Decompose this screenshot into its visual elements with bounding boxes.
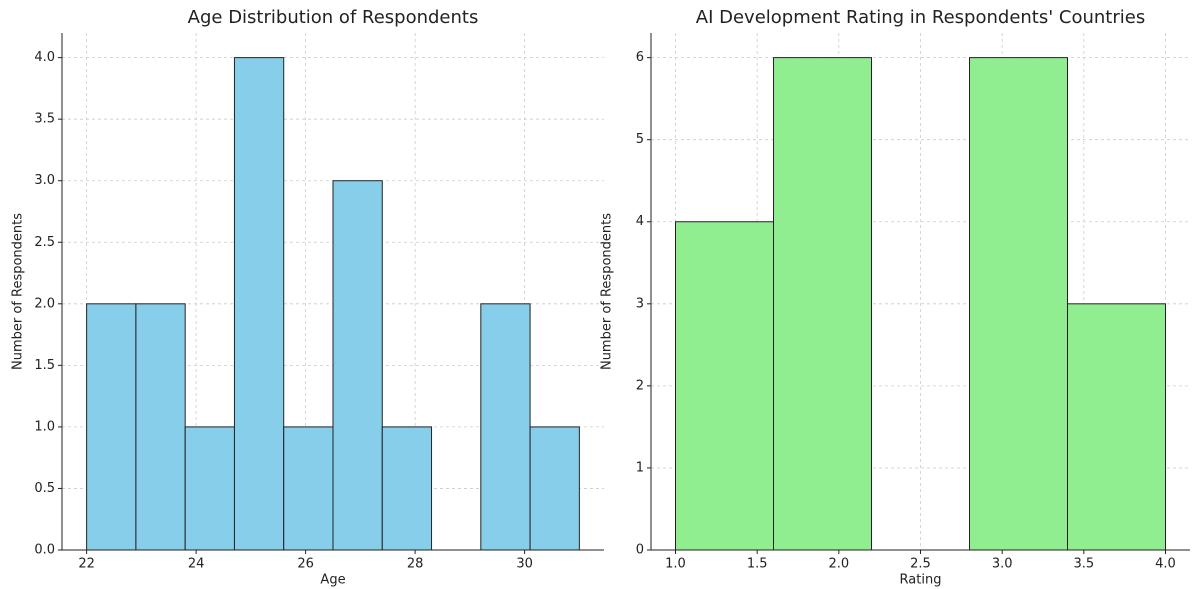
x-tick-label: 2.5 bbox=[910, 557, 931, 572]
y-tick-label: 0 bbox=[636, 543, 644, 558]
x-tick-label: 4.0 bbox=[1155, 557, 1176, 572]
bar bbox=[86, 303, 137, 551]
y-tick-label: 3.5 bbox=[34, 112, 55, 127]
bar bbox=[233, 57, 285, 551]
bar bbox=[969, 57, 1068, 551]
chart-title: AI Development Rating in Respondents' Co… bbox=[696, 7, 1145, 28]
x-tick-label: 3.5 bbox=[1073, 557, 1094, 572]
y-tick-label: 5 bbox=[636, 132, 644, 147]
y-axis-label: Number of Respondents bbox=[600, 213, 615, 370]
x-axis-label: Rating bbox=[900, 573, 942, 588]
x-tick-label: 26 bbox=[297, 557, 314, 572]
x-tick-label: 1.0 bbox=[665, 557, 686, 572]
bar bbox=[675, 221, 774, 551]
x-tick-label: 1.5 bbox=[747, 557, 768, 572]
y-tick-label: 1 bbox=[636, 460, 644, 475]
y-tick-label: 2.5 bbox=[34, 235, 55, 250]
y-tick-label: 2.0 bbox=[34, 296, 55, 311]
bar bbox=[1067, 303, 1166, 551]
y-tick-label: 0.5 bbox=[34, 481, 55, 496]
bar bbox=[381, 426, 433, 551]
y-tick-label: 1.5 bbox=[34, 358, 55, 373]
x-tick-label: 22 bbox=[78, 557, 95, 572]
x-axis-label: Age bbox=[320, 573, 345, 588]
y-tick-label: 4.0 bbox=[34, 50, 55, 65]
y-tick-label: 4 bbox=[636, 214, 644, 229]
bar bbox=[773, 57, 872, 551]
x-tick-label: 3.0 bbox=[992, 557, 1013, 572]
y-tick-label: 0.0 bbox=[34, 543, 55, 558]
bar bbox=[529, 426, 580, 551]
x-tick-label: 2.0 bbox=[828, 557, 849, 572]
y-axis-label: Number of Respondents bbox=[11, 213, 26, 370]
bar bbox=[480, 303, 531, 551]
y-tick-label: 3 bbox=[636, 296, 644, 311]
y-tick-label: 6 bbox=[636, 50, 644, 65]
y-tick-label: 2 bbox=[636, 378, 644, 393]
bar bbox=[184, 426, 235, 551]
chart-title: Age Distribution of Respondents bbox=[188, 7, 479, 28]
bar bbox=[283, 426, 334, 551]
x-tick-label: 28 bbox=[407, 557, 424, 572]
x-tick-label: 24 bbox=[188, 557, 205, 572]
bar bbox=[135, 303, 186, 551]
x-tick-label: 30 bbox=[516, 557, 533, 572]
bar bbox=[332, 180, 383, 551]
y-tick-label: 3.0 bbox=[34, 173, 55, 188]
y-tick-label: 1.0 bbox=[34, 419, 55, 434]
